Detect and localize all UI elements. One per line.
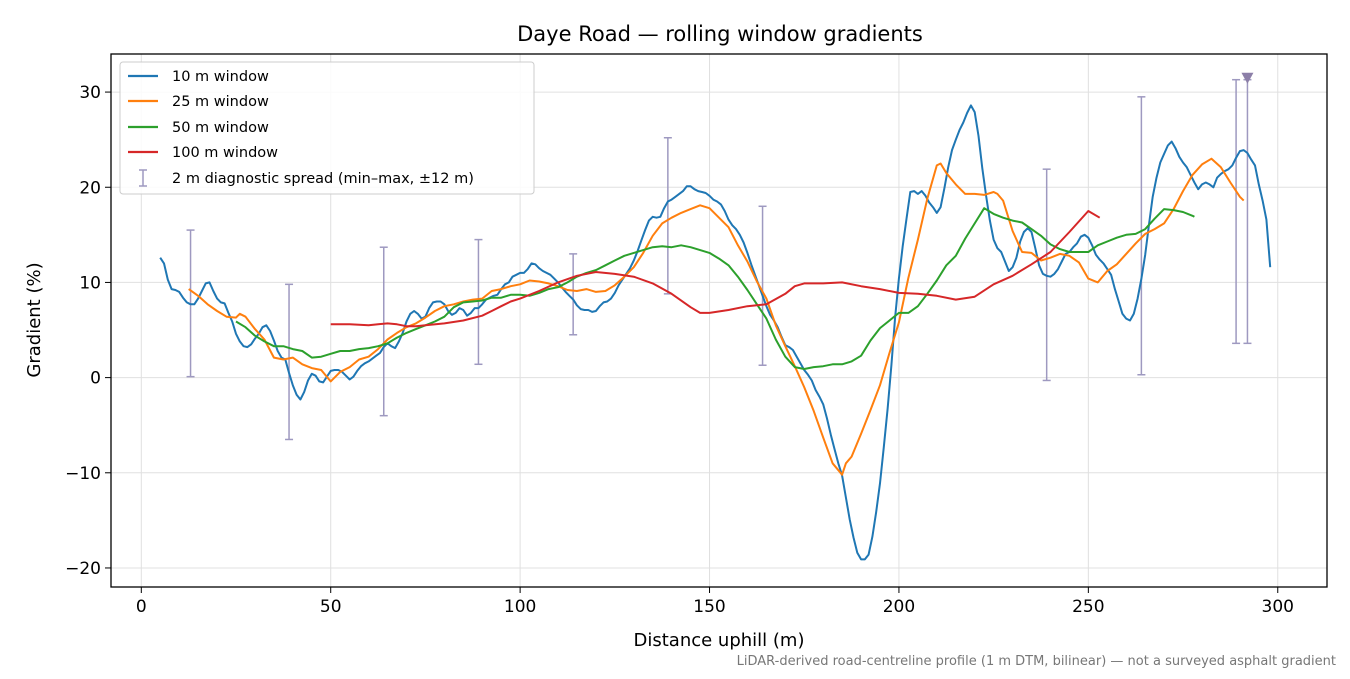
legend-label: 10 m window <box>172 69 269 85</box>
series-line <box>330 210 1101 328</box>
footnote: LiDAR-derived road-centreline profile (1… <box>737 654 1336 669</box>
x-axis-ticks: 0 50 100 150 200 250 300 <box>136 587 1294 617</box>
x-tick-label: 0 <box>136 597 147 617</box>
legend-label: 25 m window <box>172 94 269 110</box>
y-tick-label: −10 <box>65 464 101 484</box>
series-line <box>235 207 1195 370</box>
x-tick-label: 300 <box>1262 597 1294 617</box>
diagnostic-spread-bar <box>1243 78 1252 345</box>
y-tick-label: 0 <box>90 369 101 389</box>
y-tick-label: 10 <box>79 273 101 293</box>
x-tick-label: 200 <box>883 597 915 617</box>
diagnostic-spread-bar <box>663 137 672 295</box>
plot-frame <box>110 53 1328 588</box>
diagnostic-spread-bar <box>474 238 483 366</box>
legend-label: 2 m diagnostic spread (min–max, ±12 m) <box>172 171 474 187</box>
y-tick-label: 30 <box>79 83 101 103</box>
diagnostic-spread-bar <box>569 253 578 336</box>
series-line <box>188 157 1245 476</box>
legend-label: 50 m window <box>172 120 269 136</box>
series-lines <box>159 104 1272 561</box>
y-tick-label: 20 <box>79 178 101 198</box>
x-axis-label: Distance uphill (m) <box>634 630 805 651</box>
legend-entry: 50 m window <box>128 120 269 136</box>
diagnostic-spread-bar <box>285 283 294 441</box>
diagnostic-spread-bar <box>758 205 767 366</box>
series-line <box>159 104 1272 561</box>
y-axis-ticks: −20 −10 0 10 20 30 <box>65 83 111 579</box>
legend-label: 100 m window <box>172 145 278 161</box>
x-tick-label: 50 <box>320 597 342 617</box>
y-axis-label: Gradient (%) <box>24 262 45 377</box>
clipped-marker-icon <box>1241 72 1254 84</box>
legend-box <box>119 61 535 195</box>
legend-entry: 2 m diagnostic spread (min–max, ±12 m) <box>139 169 474 187</box>
diagnostic-spread-bar <box>1232 78 1241 345</box>
x-tick-label: 150 <box>693 597 725 617</box>
legend-entry: 25 m window <box>128 94 269 110</box>
x-tick-label: 250 <box>1072 597 1104 617</box>
diagnostic-spread-bar <box>379 246 388 417</box>
legend-entry: 100 m window <box>128 145 278 161</box>
legend-entry: 10 m window <box>128 69 269 85</box>
diagnostic-spread-bar <box>1137 96 1146 376</box>
x-tick-label: 100 <box>504 597 536 617</box>
legend: 10 m window 25 m window 50 m window 100 m w… <box>119 61 535 195</box>
y-tick-label: −20 <box>65 559 101 579</box>
chart-title: Daye Road — rolling window gradients <box>517 22 923 46</box>
